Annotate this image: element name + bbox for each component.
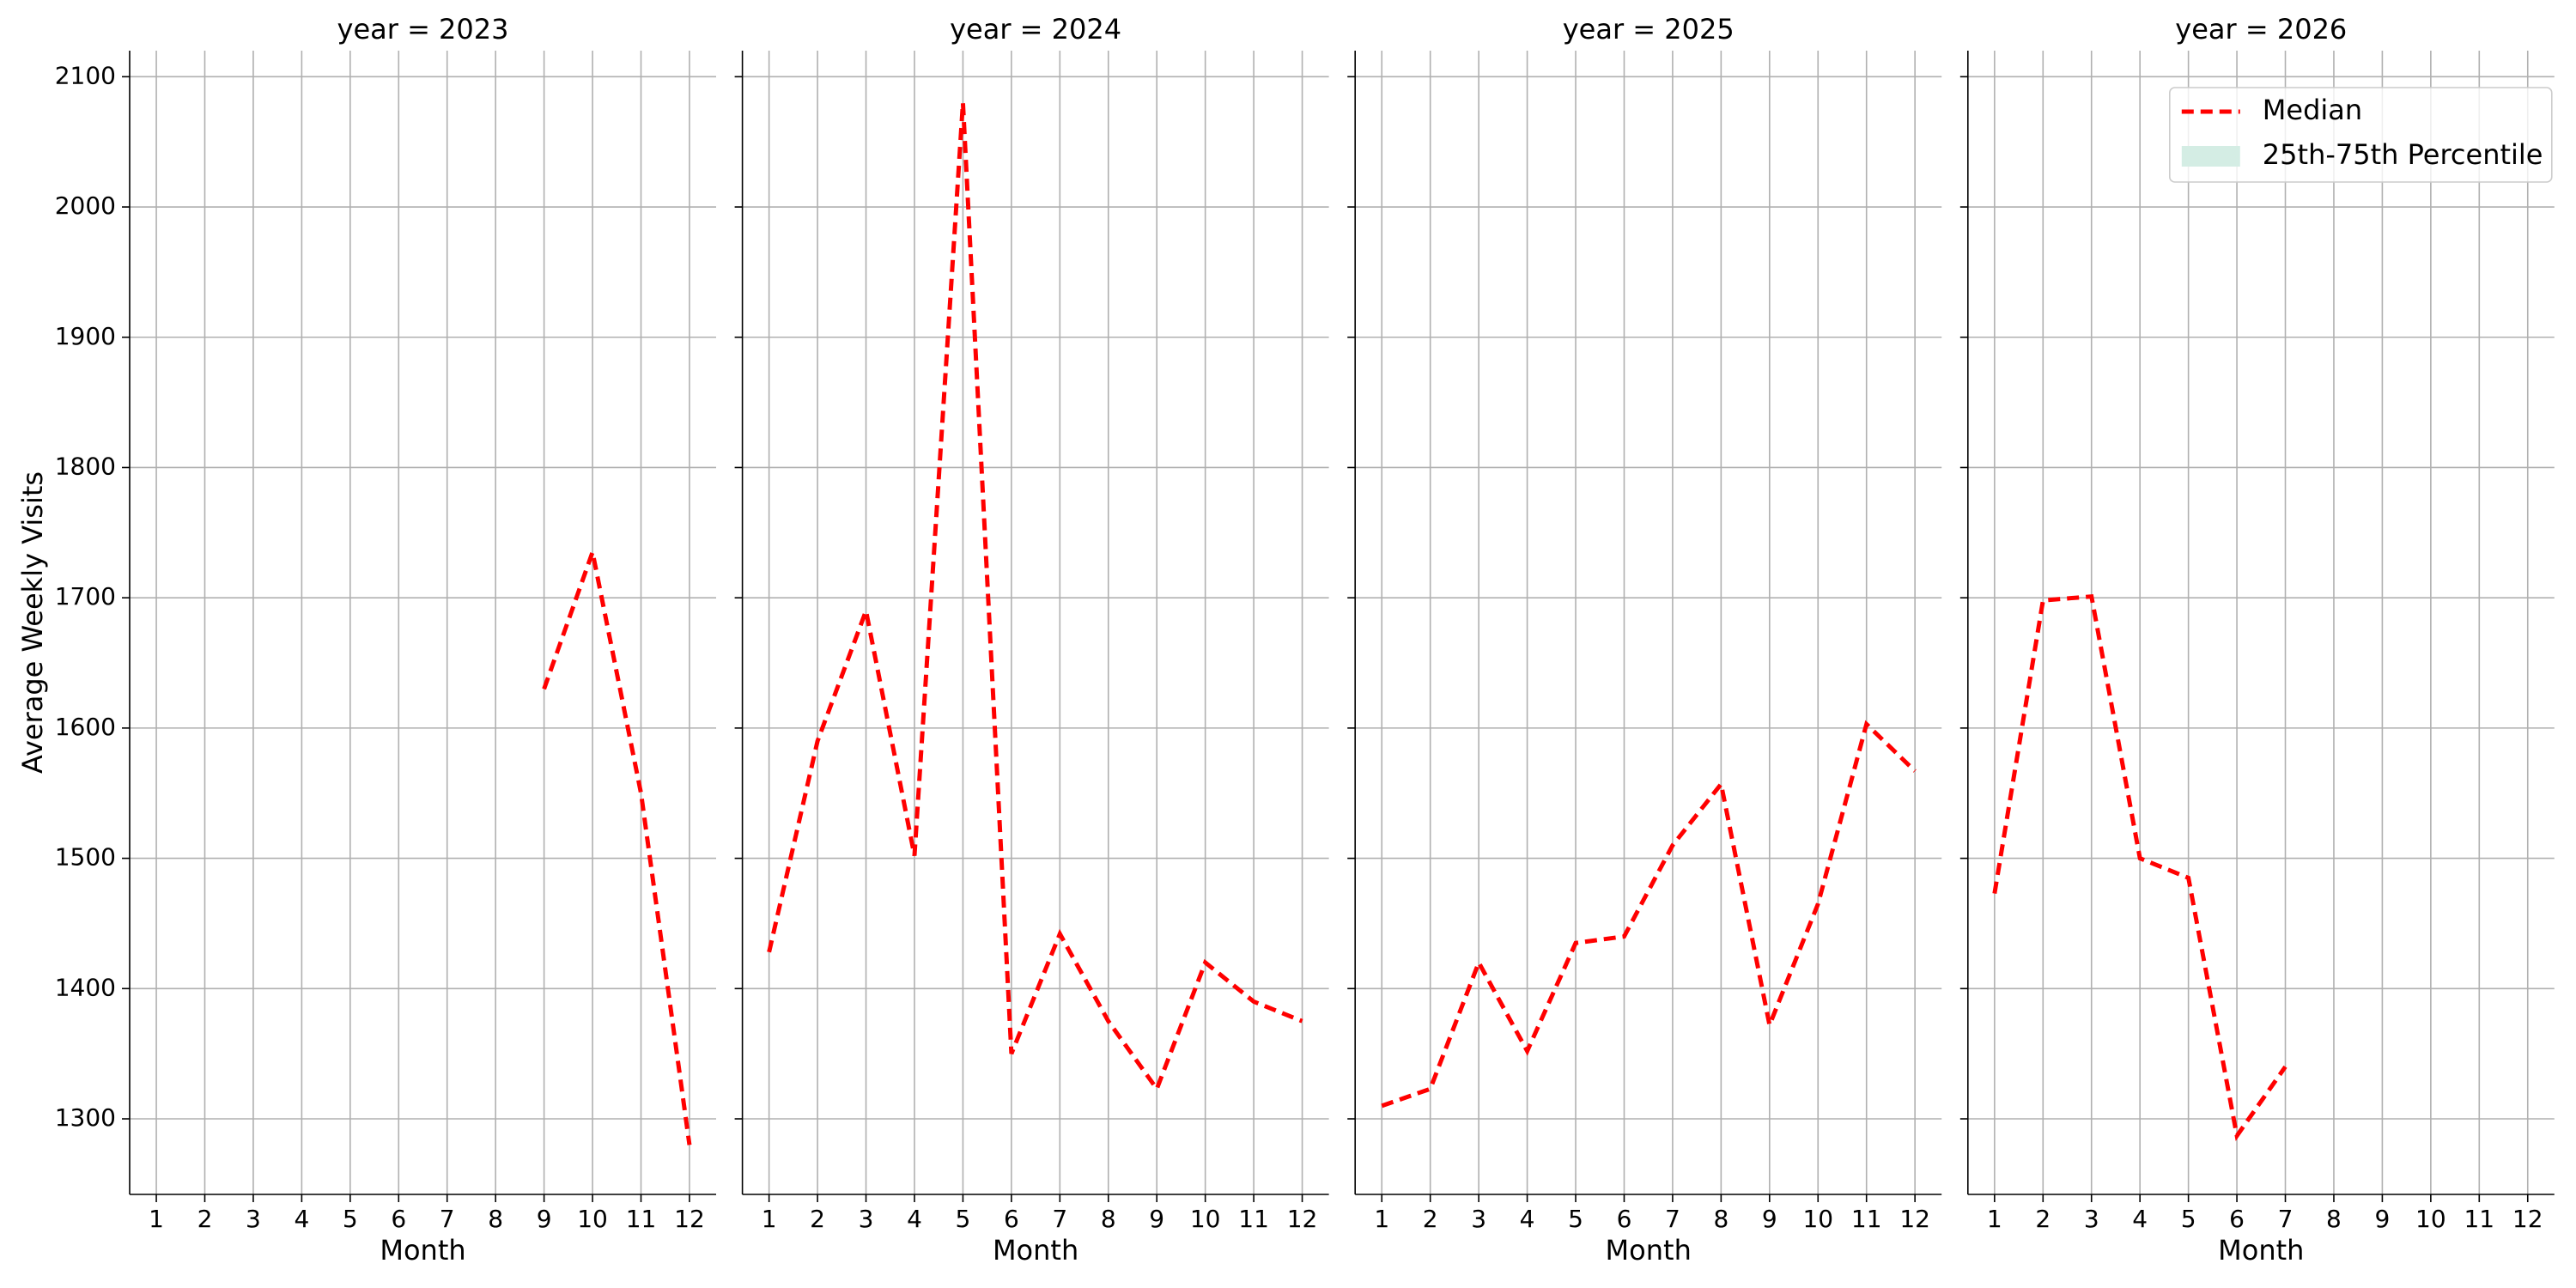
x-tick-label: 8 <box>488 1205 503 1233</box>
x-tick-label: 3 <box>2084 1205 2099 1233</box>
x-tick-label: 8 <box>1101 1205 1116 1233</box>
x-tick-label: 9 <box>2375 1205 2391 1233</box>
median-line <box>767 102 1303 1094</box>
x-tick-label: 1 <box>149 1205 164 1233</box>
x-tick-label: 4 <box>907 1205 922 1233</box>
x-tick-label: 5 <box>2181 1205 2196 1233</box>
x-tick-label: 6 <box>1004 1205 1019 1233</box>
x-tick-label: 5 <box>343 1205 358 1233</box>
x-tick-label: 10 <box>1802 1205 1833 1233</box>
panel-title: year = 2025 <box>1563 13 1735 46</box>
x-tick-label: 12 <box>2512 1205 2543 1233</box>
y-tick-label: 1800 <box>55 452 116 480</box>
x-tick-label: 8 <box>1713 1205 1728 1233</box>
x-tick-label: 2 <box>2035 1205 2050 1233</box>
legend-label: 25th-75th Percentile <box>2263 138 2543 171</box>
panel-title: year = 2024 <box>950 13 1121 46</box>
x-tick-label: 8 <box>2326 1205 2342 1233</box>
x-tick-label: 7 <box>2278 1205 2293 1233</box>
legend-label: Median <box>2263 94 2362 126</box>
x-tick-label: 9 <box>1762 1205 1777 1233</box>
x-axis-label: Month <box>380 1234 465 1267</box>
y-tick-label: 1300 <box>55 1103 116 1132</box>
x-tick-label: 3 <box>1471 1205 1486 1233</box>
x-tick-label: 11 <box>2464 1205 2494 1233</box>
y-tick-label: 1500 <box>55 843 116 872</box>
x-axis-label: Month <box>2218 1234 2304 1267</box>
x-tick-label: 2 <box>810 1205 825 1233</box>
y-tick-label: 1700 <box>55 582 116 611</box>
x-tick-label: 4 <box>1520 1205 1535 1233</box>
x-tick-label: 1 <box>1987 1205 2002 1233</box>
median-line <box>542 544 692 1145</box>
x-tick-label: 10 <box>2415 1205 2446 1233</box>
y-tick-label: 1600 <box>55 713 116 741</box>
x-tick-label: 6 <box>391 1205 406 1233</box>
panel-title: year = 2023 <box>337 13 509 46</box>
y-axis-label: Average Weekly Visits <box>16 471 49 774</box>
x-tick-label: 4 <box>294 1205 309 1233</box>
x-axis-label: Month <box>993 1234 1078 1267</box>
x-tick-label: 12 <box>674 1205 705 1233</box>
x-tick-label: 4 <box>2132 1205 2148 1233</box>
x-tick-label: 7 <box>1052 1205 1067 1233</box>
y-tick-label: 2000 <box>55 191 116 220</box>
x-tick-label: 2 <box>1423 1205 1438 1233</box>
x-tick-label: 2 <box>197 1205 213 1233</box>
legend-swatch <box>2181 146 2240 167</box>
x-tick-label: 7 <box>440 1205 455 1233</box>
x-tick-label: 3 <box>859 1205 874 1233</box>
x-tick-label: 9 <box>537 1205 552 1233</box>
median-line <box>1381 720 1917 1109</box>
x-tick-label: 11 <box>1238 1205 1269 1233</box>
y-tick-label: 2100 <box>55 61 116 89</box>
x-tick-label: 6 <box>2229 1205 2245 1233</box>
x-tick-label: 12 <box>1899 1205 1930 1233</box>
panel-title: year = 2026 <box>2175 13 2347 46</box>
x-tick-label: 10 <box>1190 1205 1221 1233</box>
x-tick-label: 3 <box>246 1205 261 1233</box>
x-tick-label: 10 <box>577 1205 608 1233</box>
x-tick-label: 12 <box>1287 1205 1318 1233</box>
x-tick-label: 1 <box>1374 1205 1389 1233</box>
x-tick-label: 11 <box>626 1205 657 1233</box>
x-tick-label: 5 <box>1568 1205 1583 1233</box>
x-tick-label: 1 <box>762 1205 777 1233</box>
y-tick-label: 1900 <box>55 322 116 350</box>
x-tick-label: 9 <box>1149 1205 1164 1233</box>
legend-box <box>2169 87 2553 183</box>
x-tick-label: 5 <box>956 1205 971 1233</box>
median-line <box>1992 593 2287 1142</box>
x-tick-label: 6 <box>1617 1205 1632 1233</box>
x-tick-label: 7 <box>1665 1205 1680 1233</box>
x-tick-label: 11 <box>1851 1205 1882 1233</box>
y-tick-label: 1400 <box>55 973 116 1001</box>
x-axis-label: Month <box>1606 1234 1692 1267</box>
